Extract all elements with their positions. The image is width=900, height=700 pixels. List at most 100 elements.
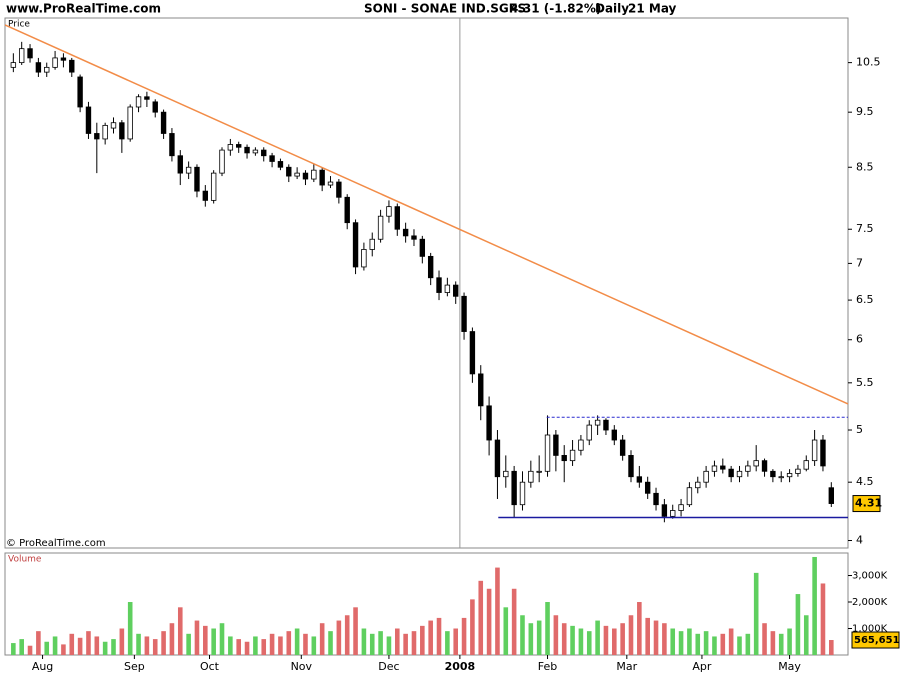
volume-bar [645,617,650,655]
candle-body [336,181,342,198]
volume-bar [319,623,325,655]
volume-bar [770,631,776,655]
volume-bar [61,644,66,655]
volume-bar [394,628,400,655]
volume-bar [511,588,517,655]
candle-body [745,465,751,472]
candle-body [795,468,801,474]
volume-bar [361,628,367,655]
volume-bar [728,628,734,655]
candle-body [728,468,734,478]
volume-bar [528,623,534,655]
volume-bar [102,641,108,655]
candle-body [561,455,567,462]
candle-body [695,481,701,489]
candle-body [369,238,375,250]
candle-body [144,96,150,100]
x-tick-label: Apr [692,660,712,673]
volume-bar [161,631,166,655]
y-tick-label: 7 [856,256,863,269]
volume-bar [653,620,659,655]
candle-body [252,149,259,154]
candle-body [85,106,92,134]
candle-body [386,206,392,217]
volume-bar [420,625,425,655]
candle-body [778,476,784,479]
volume-panel [4,552,849,656]
candle-body [52,57,58,68]
candle-body [453,284,459,297]
volume-bar [503,607,509,655]
volume-bar [586,631,592,655]
candle-body [569,449,576,462]
volume-bar [803,615,809,655]
candle-body [311,169,317,180]
candle-body [544,434,551,472]
candle-body [27,48,33,59]
volume-bar [386,636,392,655]
candle-body [277,161,284,168]
volume-bar [612,628,617,655]
volume-bar [495,567,500,655]
volume-bar [44,641,50,655]
volume-bar [778,633,784,655]
volume-bar [662,623,667,655]
candle-body [761,460,768,472]
last-price: 4.31 [855,497,882,510]
candle-body [528,470,534,483]
volume-bar [720,633,726,655]
volume-bar [436,617,442,655]
candle-body [60,57,67,61]
candle-body [444,284,451,293]
volume-bar [369,633,375,655]
candle-body [803,460,809,470]
volume-bar [136,633,141,655]
candle-body [820,439,826,467]
x-tick-label: Aug [32,660,53,673]
volume-bar [19,639,24,655]
candle-body [127,106,133,140]
x-tick-label: Nov [291,660,313,673]
candle-body [344,196,350,224]
candle-body [678,504,684,511]
y-tick-label: 7.5 [856,222,874,235]
volume-bar [278,636,283,655]
candle-body [461,295,467,332]
volume-bar [194,620,200,655]
candle-body [236,144,242,148]
volume-bar [36,631,41,655]
y-tick-label: 9.5 [856,105,874,118]
volume-bar [628,615,634,655]
volume-bar [603,625,609,655]
volume-bar [536,620,542,655]
candle-body [327,181,334,186]
x-tick-label: Dec [378,660,399,673]
volume-bar [486,588,492,655]
y-tick-label: 4 [856,534,863,547]
y-tick-label: 8.5 [856,160,874,173]
last-volume: 565,651 [854,635,900,646]
volume-bar [219,623,225,655]
date: 21 May [628,2,677,16]
candle-body [586,424,592,441]
volume-bar [620,623,625,655]
candle-body [352,222,359,268]
candle-body [177,155,183,174]
candle-body [703,470,709,483]
candle-body [319,169,325,186]
volume-bar [77,637,83,655]
candle-body [102,124,108,140]
volume-bar [637,602,642,655]
volume-bar [111,639,116,655]
candle-body [10,62,17,68]
candle-body [478,373,484,407]
last-price-box [852,495,881,513]
candle-body [394,206,400,230]
candle-body [553,434,559,456]
site: www.ProRealTime.com [6,2,161,16]
x-tick-label: Sep [124,660,145,673]
candle-body [686,487,693,506]
candle-body [244,146,250,154]
chart-title: SONI - SONAE IND.SGPS [364,2,526,16]
